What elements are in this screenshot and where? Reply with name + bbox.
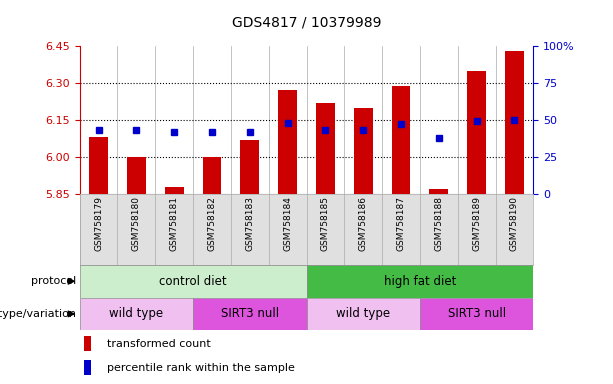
Bar — [84, 360, 91, 375]
Text: GDS4817 / 10379989: GDS4817 / 10379989 — [232, 15, 381, 29]
Bar — [89, 137, 108, 194]
Text: GSM758183: GSM758183 — [245, 196, 254, 251]
Text: wild type: wild type — [109, 308, 164, 320]
Text: wild type: wild type — [336, 308, 390, 320]
Bar — [429, 189, 448, 194]
Text: protocol: protocol — [31, 276, 77, 286]
Text: GSM758181: GSM758181 — [170, 196, 179, 251]
Bar — [306, 265, 533, 298]
Bar — [505, 51, 524, 194]
Bar — [467, 71, 486, 194]
Bar — [127, 157, 146, 194]
Text: control diet: control diet — [159, 275, 227, 288]
Bar — [202, 157, 221, 194]
Text: GSM758189: GSM758189 — [472, 196, 481, 251]
Bar — [354, 108, 373, 194]
Text: GSM758188: GSM758188 — [434, 196, 443, 251]
Text: high fat diet: high fat diet — [384, 275, 456, 288]
Text: GSM758190: GSM758190 — [510, 196, 519, 251]
Text: GSM758182: GSM758182 — [207, 196, 216, 251]
Text: GSM758179: GSM758179 — [94, 196, 103, 251]
Text: GSM758187: GSM758187 — [397, 196, 406, 251]
Bar — [316, 103, 335, 194]
Bar — [165, 187, 184, 194]
Bar — [392, 86, 411, 194]
Bar — [80, 265, 306, 298]
Bar — [84, 336, 91, 351]
Text: GSM758180: GSM758180 — [132, 196, 141, 251]
Text: genotype/variation: genotype/variation — [0, 309, 77, 319]
Bar — [193, 298, 306, 330]
Text: percentile rank within the sample: percentile rank within the sample — [107, 362, 295, 373]
Text: GSM758184: GSM758184 — [283, 196, 292, 251]
Bar — [80, 298, 193, 330]
Text: GSM758185: GSM758185 — [321, 196, 330, 251]
Text: SIRT3 null: SIRT3 null — [221, 308, 279, 320]
Bar — [240, 140, 259, 194]
Text: SIRT3 null: SIRT3 null — [447, 308, 506, 320]
Bar — [278, 91, 297, 194]
Bar — [420, 298, 533, 330]
Text: transformed count: transformed count — [107, 339, 211, 349]
Bar — [306, 298, 420, 330]
Text: GSM758186: GSM758186 — [359, 196, 368, 251]
